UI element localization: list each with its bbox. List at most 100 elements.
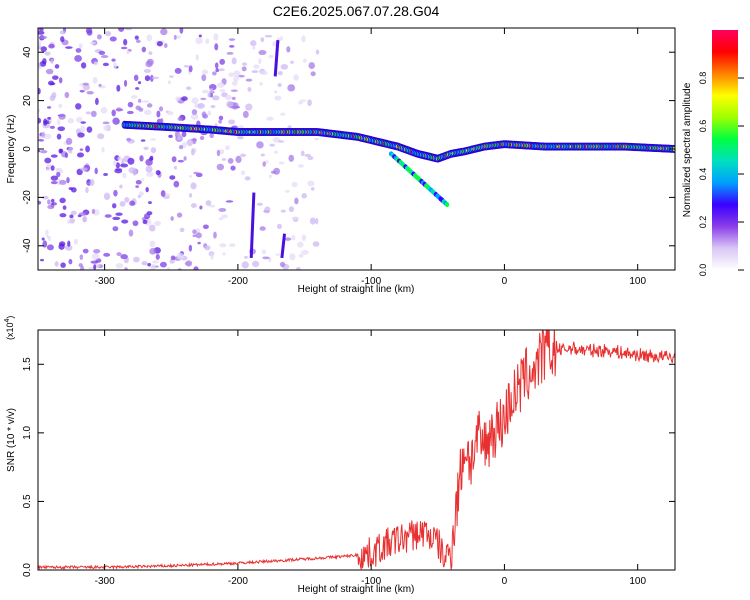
noise-speckle bbox=[231, 57, 237, 65]
noise-speckle bbox=[193, 266, 199, 270]
noise-speckle bbox=[205, 38, 210, 45]
noise-speckle bbox=[215, 68, 220, 73]
noise-speckle bbox=[168, 134, 173, 138]
noise-speckle bbox=[229, 45, 235, 48]
noise-speckle bbox=[93, 264, 97, 270]
ridge-layer bbox=[121, 120, 675, 208]
noise-speckle bbox=[142, 219, 148, 225]
noise-speckle bbox=[310, 71, 316, 77]
noise-speckle bbox=[256, 202, 263, 206]
noise-speckle bbox=[228, 119, 236, 125]
noise-speckle bbox=[231, 80, 238, 86]
bottom-y-axis: 0.0 0.5 1.0 1.5 bbox=[22, 357, 675, 577]
noise-speckle bbox=[67, 240, 71, 247]
noise-speckle bbox=[89, 178, 95, 187]
noise-speckle bbox=[286, 46, 291, 53]
noise-speckle bbox=[238, 74, 245, 78]
noise-speckle bbox=[68, 258, 73, 265]
noise-speckle bbox=[47, 204, 55, 210]
noise-speckle bbox=[100, 55, 109, 59]
noise-speckle bbox=[262, 256, 270, 260]
noise-speckle bbox=[277, 70, 283, 76]
noise-speckle bbox=[133, 256, 140, 263]
noise-speckle bbox=[280, 112, 286, 116]
noise-speckle bbox=[160, 117, 164, 124]
noise-speckle bbox=[78, 43, 83, 49]
noise-speckle bbox=[275, 253, 280, 256]
noise-speckle bbox=[38, 139, 45, 142]
noise-speckle bbox=[163, 43, 168, 48]
noise-speckle bbox=[59, 197, 66, 204]
noise-speckle bbox=[199, 135, 205, 141]
noise-speckle bbox=[126, 110, 134, 115]
noise-speckle bbox=[123, 258, 129, 264]
noise-speckle bbox=[43, 118, 48, 126]
noise-speckle bbox=[59, 213, 67, 218]
noise-speckle bbox=[146, 34, 153, 42]
noise-speckle bbox=[127, 101, 134, 108]
noise-speckle bbox=[38, 149, 41, 153]
noise-speckle bbox=[143, 68, 152, 74]
noise-speckle bbox=[145, 158, 153, 166]
noise-speckle bbox=[113, 189, 118, 197]
noise-speckle bbox=[262, 161, 266, 167]
noise-speckle bbox=[86, 91, 94, 95]
noise-speckle bbox=[307, 99, 312, 107]
noise-speckle bbox=[40, 46, 47, 53]
noise-speckle bbox=[50, 58, 54, 64]
x-tick-label: -200 bbox=[228, 276, 248, 287]
noise-speckle bbox=[79, 254, 84, 260]
noise-speckle bbox=[278, 161, 285, 165]
noise-speckle bbox=[201, 69, 209, 75]
noise-speckle bbox=[90, 110, 97, 117]
noise-speckle bbox=[219, 148, 225, 155]
noise-speckle bbox=[127, 157, 135, 165]
noise-speckle bbox=[173, 180, 180, 188]
noise-speckle bbox=[173, 34, 177, 40]
noise-speckle bbox=[112, 216, 121, 221]
noise-speckle bbox=[260, 153, 265, 157]
noise-speckle bbox=[112, 117, 120, 125]
noise-speckle bbox=[222, 252, 226, 256]
noise-speckle bbox=[204, 245, 211, 251]
noise-speckle bbox=[103, 192, 111, 201]
noise-speckle bbox=[279, 261, 286, 267]
noise-speckle bbox=[300, 150, 305, 157]
noise-speckle bbox=[148, 201, 152, 204]
noise-speckle bbox=[188, 244, 193, 252]
noise-speckle bbox=[59, 179, 67, 185]
noise-speckle bbox=[277, 140, 285, 143]
noise-speckle bbox=[124, 28, 133, 31]
noise-speckle bbox=[181, 141, 188, 149]
x-tick-label: 0 bbox=[502, 576, 508, 587]
noise-speckle bbox=[39, 60, 47, 67]
noise-speckle bbox=[300, 250, 309, 255]
noise-speckle bbox=[50, 198, 55, 203]
noise-speckle bbox=[218, 217, 224, 221]
noise-speckle bbox=[57, 118, 61, 126]
noise-speckle bbox=[155, 254, 160, 260]
noise-speckle bbox=[143, 213, 151, 220]
noise-speckle bbox=[159, 106, 164, 112]
noise-speckle bbox=[181, 131, 187, 138]
noise-speckle bbox=[197, 102, 205, 109]
noise-speckle bbox=[301, 193, 307, 199]
noise-speckle bbox=[137, 194, 142, 198]
noise-speckle bbox=[237, 136, 244, 140]
noise-speckle bbox=[75, 103, 82, 110]
noise-speckle bbox=[176, 252, 184, 260]
noise-speckle bbox=[205, 200, 212, 206]
noise-layer bbox=[38, 28, 320, 270]
noise-speckle bbox=[244, 176, 251, 181]
x-tick-label: -300 bbox=[95, 276, 115, 287]
noise-speckle bbox=[65, 46, 73, 49]
noise-speckle bbox=[261, 249, 267, 255]
noise-speckle bbox=[123, 38, 128, 46]
noise-speckle bbox=[274, 150, 278, 154]
noise-speckle bbox=[302, 58, 307, 63]
y-tick-label: 1.5 bbox=[22, 357, 33, 371]
noise-speckle bbox=[76, 152, 84, 158]
noise-speckle bbox=[289, 253, 296, 261]
noise-speckle bbox=[82, 217, 87, 223]
noise-speckle bbox=[91, 253, 100, 260]
